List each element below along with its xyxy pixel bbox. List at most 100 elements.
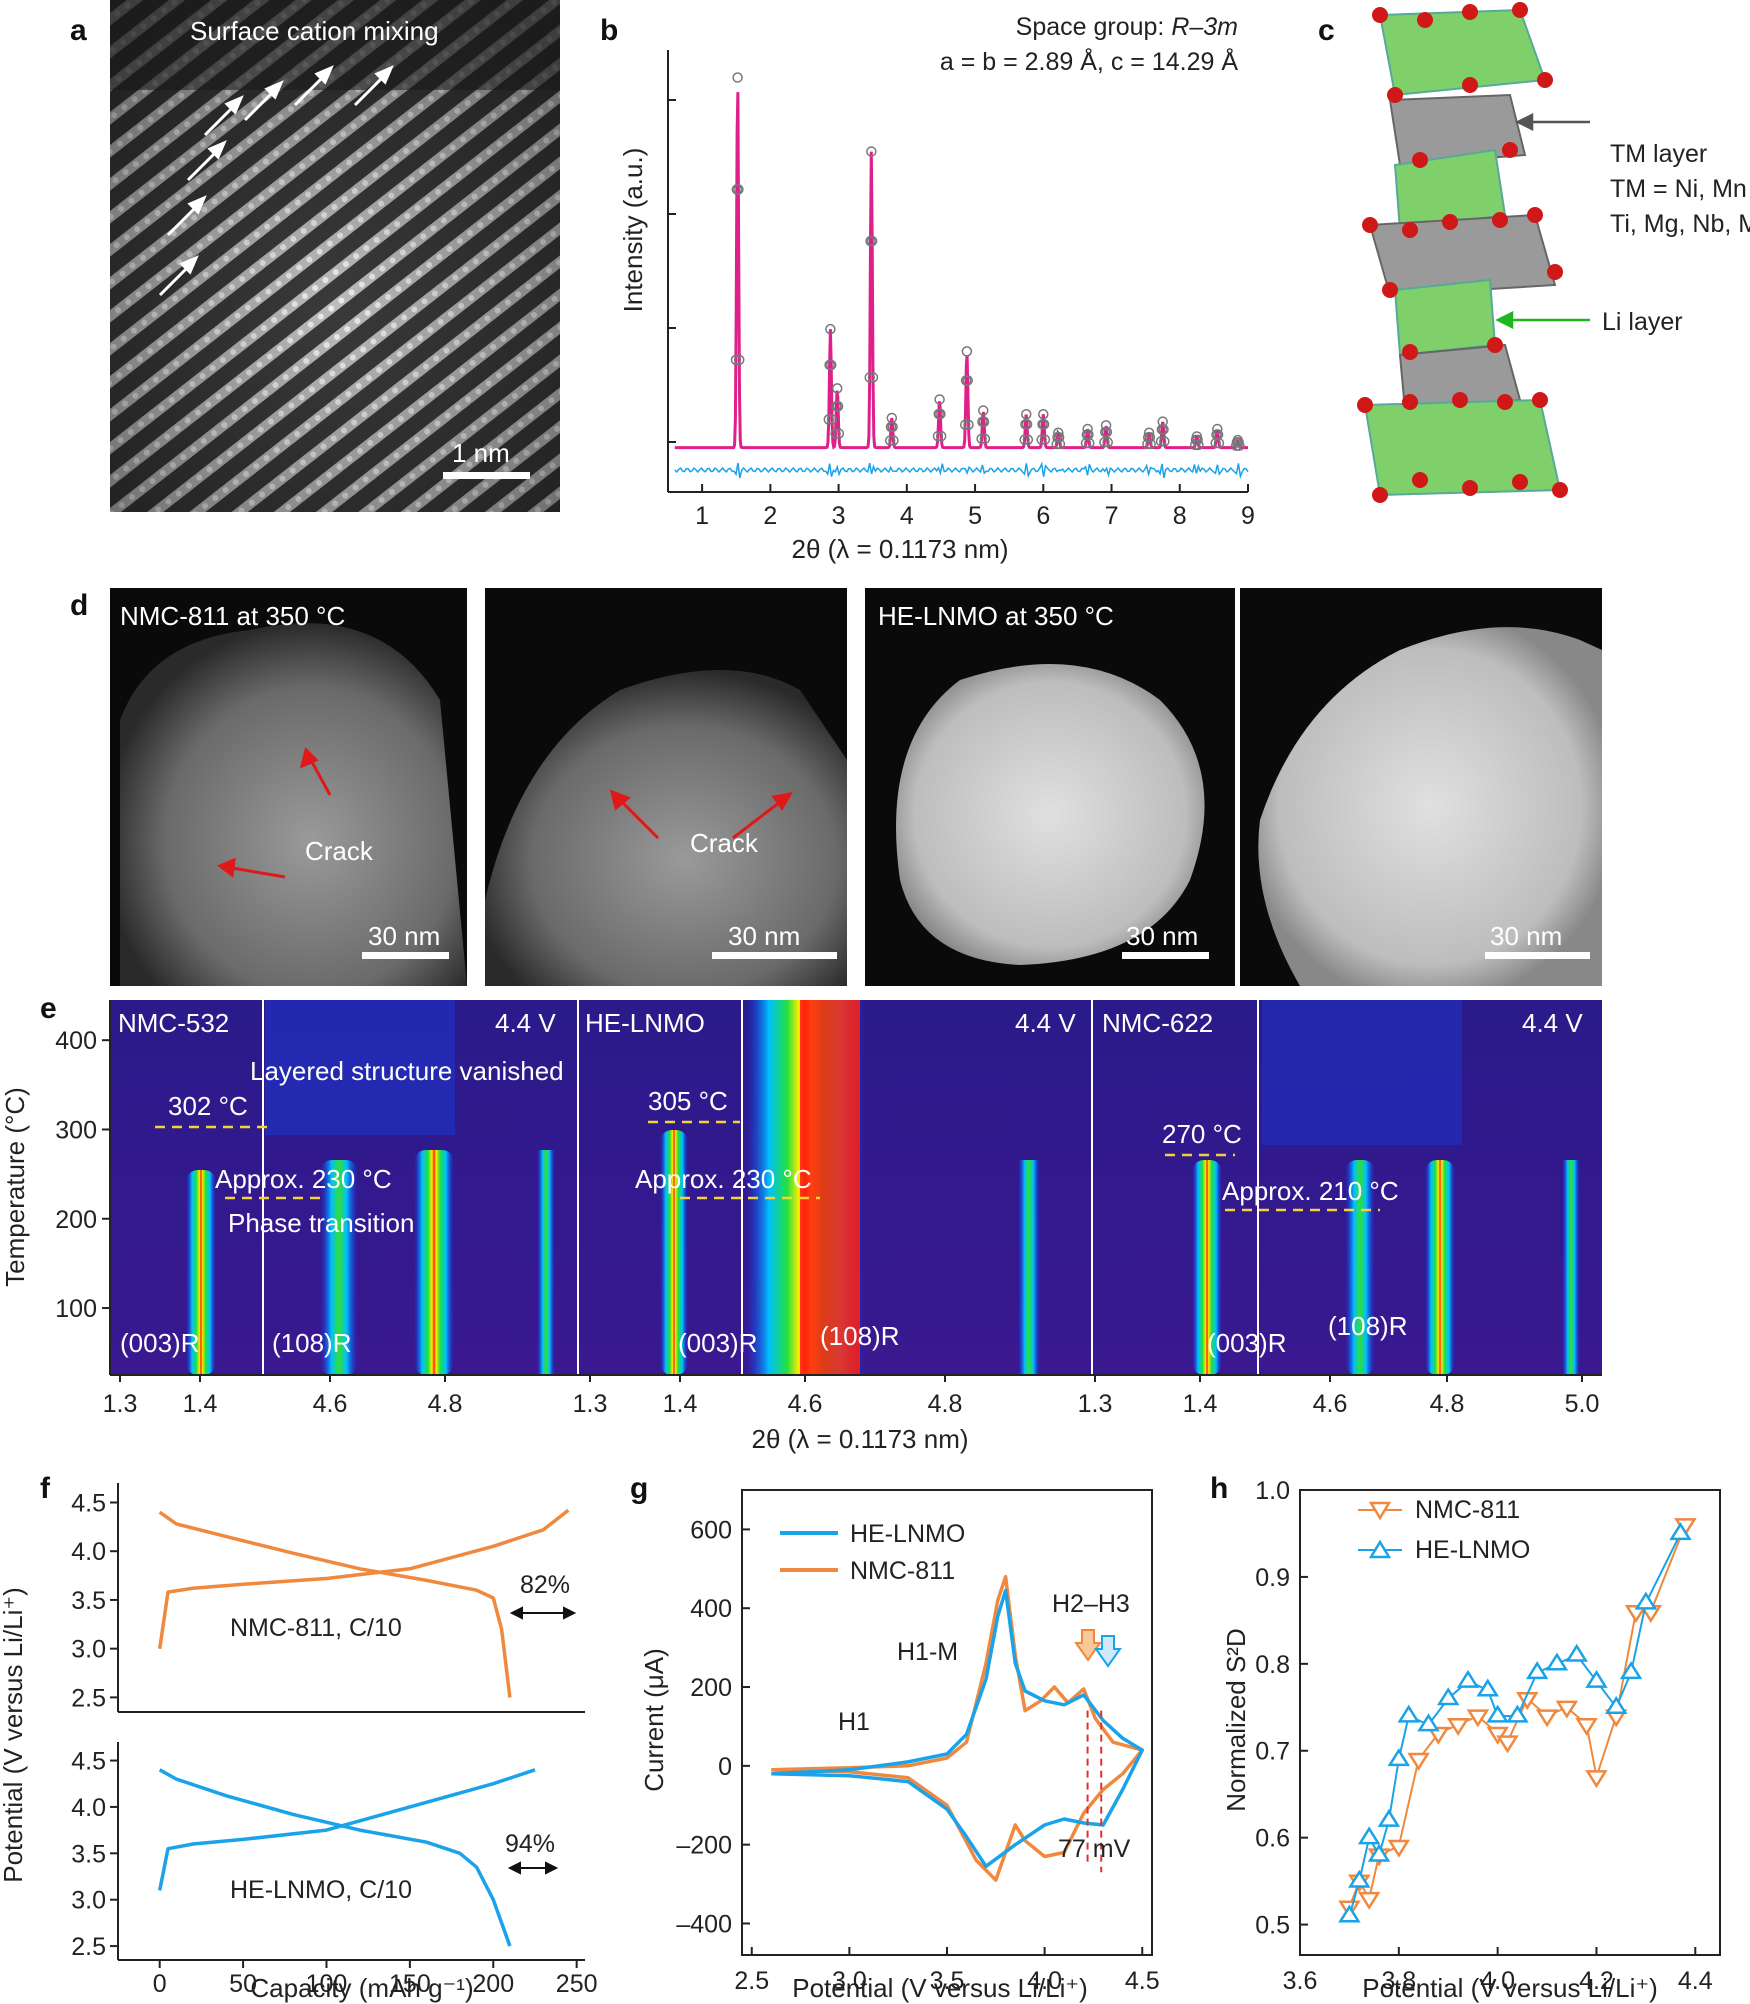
xrd-observed-point <box>1144 431 1156 443</box>
xrd-observed-point <box>961 346 973 357</box>
xrd-observed-point <box>959 419 971 431</box>
crack-arrows-2 <box>609 789 793 840</box>
nmc811-particle <box>485 670 847 986</box>
li-layer-label: Li layer <box>1602 308 1683 336</box>
nmc811-cv-curve <box>771 1574 1144 1882</box>
xrd-observed-point <box>932 430 944 442</box>
scale-bar-label: 1 nm <box>452 438 510 468</box>
e-sub3-peak2: (108)R <box>1328 1311 1407 1341</box>
x-tick-label: 4.8 <box>1430 1390 1465 1418</box>
scale-bar-label: 30 nm <box>1490 921 1562 951</box>
helnmo-point <box>1456 1669 1480 1688</box>
e-sub2-peak1: (003)R <box>678 1328 757 1358</box>
arrow-head-icon <box>507 1861 521 1875</box>
x-tick-label: 1.4 <box>663 1390 698 1418</box>
x-tick-label: 5 <box>968 502 982 530</box>
heatmap-dividers <box>262 1000 1259 1375</box>
heatmap-axes: 100 200 300 400 1.3 1.4 4.6 4.8 1.3 1.4 4.6 4.8 1.3 1… <box>55 1000 1602 1418</box>
helnmo-point <box>1387 1748 1411 1767</box>
xrd-observed-point <box>825 323 836 335</box>
arrow-head-icon <box>299 747 319 769</box>
xrd-observed-point <box>866 235 878 247</box>
x-tick-label: 4.8 <box>428 1390 463 1418</box>
f-top-retention: 82% <box>520 1571 570 1599</box>
y-tick-label: 300 <box>55 1116 97 1144</box>
space-group-value: R–3m <box>1171 13 1238 41</box>
xrd-observed-point <box>1193 439 1204 451</box>
scale-bar <box>712 952 837 959</box>
xrd-observed-point <box>935 408 946 420</box>
heatmap-peak-003 <box>186 1170 216 1375</box>
scale-bar-label: 30 nm <box>728 921 800 951</box>
y-tick-label: 2.5 <box>71 1684 106 1712</box>
g-legend-nmc811: NMC-811 <box>850 1557 955 1585</box>
y-tick-label: 3.0 <box>71 1636 106 1664</box>
panel-b-label: b <box>600 14 618 47</box>
helnmo-cv-curve <box>771 1588 1144 1869</box>
f-bottom-retention: 94% <box>505 1830 555 1858</box>
tm-layer-label: TM layer <box>1610 140 1707 168</box>
g-axes: 2.5 3.0 3.5 4.0 4.5 –400 –200 0 200 400 600 <box>676 1489 1160 1995</box>
x-tick-label: 50 <box>229 1970 257 1998</box>
arrow-head-icon <box>545 1861 559 1875</box>
helnmo-particle <box>896 664 1205 965</box>
heatmap-peak-core <box>800 1000 860 1375</box>
y-tick-label: 0.5 <box>1255 1912 1290 1940</box>
cation-mixing-arrows <box>158 65 394 297</box>
tm-octahedron <box>1388 93 1527 167</box>
e-sub2-tlow: Approx. 230 °C <box>635 1164 812 1194</box>
heatmap-peak-003 <box>1192 1160 1222 1375</box>
nmc811-voltage-curve <box>158 1510 512 1698</box>
y-tick-label: –400 <box>676 1910 732 1938</box>
helnmo-point <box>1565 1643 1588 1662</box>
arrow-head-icon <box>264 80 284 100</box>
xrd-observed-point <box>1143 427 1155 439</box>
xrd-observed-point <box>887 421 898 433</box>
xrd-observed-point <box>1158 424 1169 435</box>
helnmo-point <box>1525 1661 1549 1680</box>
xrd-fit-line <box>674 92 1248 450</box>
arrow-head-icon <box>224 95 244 115</box>
e-sub1-thigh: 302 °C <box>168 1091 248 1121</box>
xrd-observed-point <box>1159 436 1170 447</box>
tm-octahedron <box>1368 213 1557 297</box>
heatmap-peak <box>1018 1160 1040 1375</box>
helnmo-point <box>1348 1869 1371 1888</box>
helnmo-point <box>1377 1808 1401 1827</box>
heatmap-peak <box>537 1150 555 1375</box>
xrd-observed-point <box>733 354 745 366</box>
g-peak-arrows <box>1074 1629 1122 1668</box>
y-tick-label: 1.0 <box>1255 1477 1290 1505</box>
y-tick-label: 200 <box>690 1674 732 1702</box>
x-tick-label: 2 <box>763 502 777 530</box>
li-octahedron <box>1363 398 1562 497</box>
x-tick-label: 1.4 <box>183 1390 218 1418</box>
x-tick-label: 0 <box>153 1970 167 1998</box>
helnmo-point <box>1338 1904 1361 1923</box>
x-tick-label: 250 <box>556 1970 598 1998</box>
helnmo-particle <box>1258 627 1602 986</box>
helnmo-voltage-curve <box>157 1768 536 1891</box>
nmc811-point <box>1575 1718 1598 1737</box>
xrd-observed-point <box>1036 434 1047 445</box>
xrd-observed-point <box>1019 434 1030 445</box>
helnmo-point <box>1634 1591 1658 1610</box>
y-tick-label: 4.5 <box>71 1748 106 1776</box>
xrd-axes: 1 2 3 4 5 6 7 8 9 <box>667 50 1255 530</box>
x-tick-label: 8 <box>1173 502 1187 530</box>
x-tick-label: 3.6 <box>1283 1967 1318 1995</box>
crack-label-1: Crack <box>305 836 374 866</box>
xrd-observed-point <box>831 383 843 394</box>
arrow-head-icon <box>609 789 631 811</box>
xrd-observed-point <box>1039 434 1051 445</box>
e-sub2-voltage: 4.4 V <box>1015 1008 1076 1038</box>
xrd-observed-point <box>1082 423 1093 435</box>
helnmo-point <box>1357 1826 1381 1845</box>
x-tick-label: 2.5 <box>734 1967 769 1995</box>
g-legend-helnmo: HE-LNMO <box>850 1520 965 1548</box>
nmc811-point <box>1624 1605 1648 1624</box>
x-tick-label: 100 <box>306 1970 348 1998</box>
panel-d: d NMC-811 at 350 °C Crack 30 nm Crack 30… <box>70 588 1602 986</box>
temperature-markers <box>155 1120 1380 1212</box>
h-legend-helnmo: HE-LNMO <box>1415 1536 1530 1564</box>
